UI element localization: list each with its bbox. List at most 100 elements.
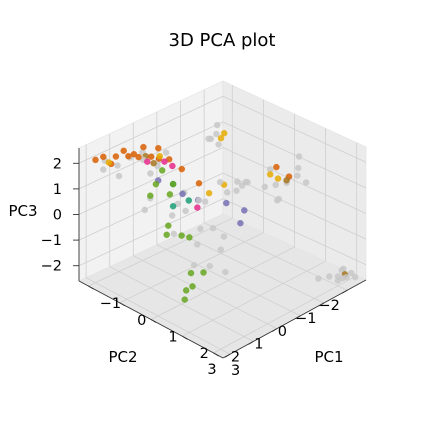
pc2-tick-mark — [318, 302, 325, 307]
data-point — [215, 141, 222, 148]
data-point — [272, 181, 280, 189]
data-point — [169, 162, 176, 170]
pc2-tick-label: 1 — [254, 337, 263, 353]
data-point — [195, 179, 203, 187]
pc3-tick-label: −1 — [41, 233, 62, 249]
data-point — [201, 198, 209, 205]
data-point — [294, 172, 301, 179]
gridline-pc1-floor — [119, 232, 264, 304]
data-point — [92, 156, 99, 164]
pc3-tick-label: 0 — [53, 208, 62, 224]
gridline-pc2-floor — [109, 266, 254, 342]
data-point — [178, 232, 185, 239]
data-point — [220, 129, 228, 137]
data-point — [240, 207, 248, 214]
data-point — [166, 191, 174, 198]
gridline-pc2-floor — [156, 244, 301, 317]
y-axis-label: PC2 — [108, 348, 137, 366]
data-point — [273, 197, 281, 204]
data-point — [217, 134, 225, 142]
data-point — [147, 170, 154, 177]
pc1-tick-mark — [182, 335, 188, 340]
data-point — [169, 202, 177, 210]
data-point — [164, 222, 172, 229]
data-point — [193, 241, 201, 248]
data-point — [182, 207, 189, 215]
data-point — [325, 273, 333, 280]
gridline-pc2-floor — [180, 233, 324, 304]
pc1-tick-mark — [88, 285, 94, 290]
data-point — [162, 149, 170, 156]
data-point — [233, 178, 241, 185]
data-point — [163, 231, 170, 239]
pc1-tick-label: 3 — [231, 363, 240, 379]
data-point — [152, 180, 160, 188]
data-point — [220, 233, 228, 240]
data-point — [135, 153, 142, 161]
data-point — [222, 268, 229, 276]
gridline-pc3-right — [222, 121, 367, 189]
data-point — [147, 153, 155, 160]
pc1-tick-label: −1 — [100, 296, 121, 312]
pc2-tick-mark — [295, 315, 301, 320]
pc1-tick-mark — [119, 302, 125, 307]
pc1-tick-label: 0 — [137, 313, 146, 329]
data-point — [125, 152, 132, 160]
data-point — [217, 246, 225, 253]
pc2-tick-label: −1 — [295, 311, 316, 327]
data-point — [156, 152, 164, 160]
data-point — [200, 269, 207, 276]
data-point — [351, 273, 359, 281]
data-point — [179, 190, 186, 198]
gridline-pc2-floor — [133, 255, 278, 329]
pc2-tick-mark — [224, 353, 231, 358]
data-point — [115, 172, 123, 180]
data-point — [261, 183, 269, 191]
data-point — [209, 224, 217, 232]
data-point — [233, 187, 240, 195]
pc3-tick-label: 2 — [53, 156, 62, 172]
gridline-pc1-floor — [213, 275, 357, 354]
data-point — [181, 296, 188, 303]
data-point — [334, 277, 342, 285]
data-point — [347, 269, 355, 277]
data-point — [216, 178, 224, 186]
data-point — [143, 158, 151, 165]
data-point — [295, 153, 303, 160]
data-point — [343, 273, 350, 281]
data-point — [169, 180, 177, 188]
data-point — [205, 189, 213, 197]
data-point — [130, 150, 138, 158]
data-point — [114, 162, 121, 169]
data-point — [158, 167, 166, 174]
gridline-pc3-left — [78, 95, 224, 164]
data-point — [294, 164, 302, 172]
pc1-tick-mark — [150, 319, 157, 323]
data-point — [213, 121, 221, 129]
data-point — [185, 197, 193, 204]
data-point — [140, 143, 147, 151]
gridline-pc2-floor — [85, 277, 231, 355]
data-points — [92, 121, 359, 303]
gridline-pc3-right — [222, 147, 367, 214]
pc2-tick-label: 2 — [231, 349, 240, 365]
data-point — [161, 158, 168, 165]
data-point — [146, 192, 154, 199]
z-axis-label: PC3 — [8, 202, 37, 220]
data-point — [237, 219, 244, 227]
data-point — [273, 163, 280, 171]
gridline-pc3-right — [222, 95, 367, 163]
x-axis-label: PC1 — [314, 348, 343, 366]
pc2-tick-label: 3 — [207, 362, 216, 378]
data-point — [178, 165, 186, 173]
data-point — [182, 287, 190, 294]
data-point — [302, 179, 310, 186]
data-point — [283, 176, 290, 184]
data-point — [187, 269, 195, 277]
pc2-tick-label: −2 — [319, 298, 340, 314]
gridline-pc1-floor — [182, 260, 326, 337]
pc3-tick-label: 1 — [53, 182, 62, 198]
chart-title: 3D PCA plot — [169, 30, 276, 51]
